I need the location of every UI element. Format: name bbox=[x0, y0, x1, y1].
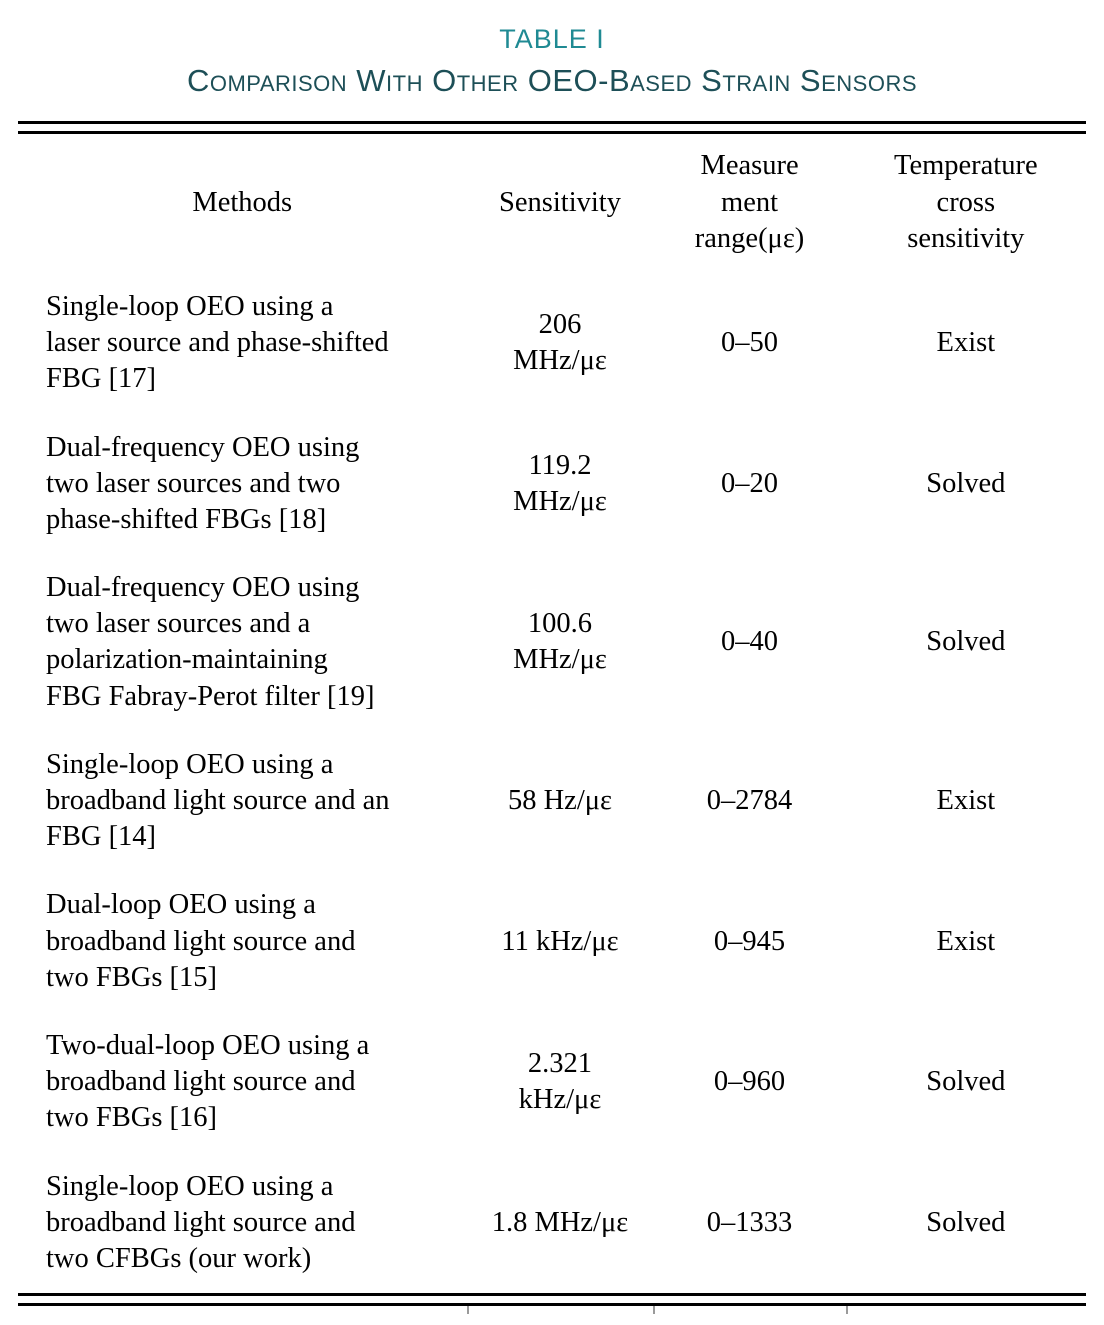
range-cell: 0–1333 bbox=[706, 1206, 793, 1238]
column-header-temperature-cross-sensitivity: Temperature cross sensitivity bbox=[894, 150, 1038, 254]
sensitivity-cell: 119.2 MHz/με bbox=[513, 449, 607, 517]
column-tick bbox=[466, 1306, 469, 1315]
method-cell: Single-loop OEO using a laser source and… bbox=[46, 290, 389, 395]
temperature-cell: Solved bbox=[926, 467, 1006, 499]
sensitivity-cell: 206 MHz/με bbox=[513, 309, 607, 377]
table-row: Single-loop OEO using a laser source and… bbox=[18, 273, 1086, 414]
table-caption: TABLE I Comparison With Other OEO-Based … bbox=[0, 22, 1104, 101]
column-header-measurement-range: Measure ment range(με) bbox=[694, 150, 805, 254]
temperature-cell: Solved bbox=[926, 1066, 1006, 1098]
temperature-cell: Solved bbox=[926, 626, 1006, 658]
table-row: Single-loop OEO using a broadband light … bbox=[18, 1153, 1086, 1294]
table-row: Dual-frequency OEO using two laser sourc… bbox=[18, 554, 1086, 731]
sensitivity-cell: 2.321 kHz/με bbox=[518, 1048, 602, 1116]
sensitivity-cell: 58 Hz/με bbox=[507, 785, 612, 817]
method-cell: Single-loop OEO using a broadband light … bbox=[46, 748, 390, 853]
range-cell: 0–2784 bbox=[706, 785, 793, 817]
table-row: Two-dual-loop OEO using a broadband ligh… bbox=[18, 1012, 1086, 1153]
sensitivity-cell: 100.6 MHz/με bbox=[513, 608, 607, 676]
table-row: Dual-loop OEO using a broadband light so… bbox=[18, 871, 1086, 1012]
table-header: Methods Sensitivity Measure ment range(μ… bbox=[18, 134, 1086, 273]
temperature-cell: Solved bbox=[926, 1206, 1006, 1238]
column-ticks bbox=[18, 1306, 1086, 1316]
method-cell: Two-dual-loop OEO using a broadband ligh… bbox=[46, 1029, 370, 1134]
temperature-cell: Exist bbox=[936, 327, 996, 359]
table-caption-title: Comparison With Other OEO-Based Strain S… bbox=[186, 63, 918, 99]
temperature-cell: Exist bbox=[936, 785, 996, 817]
column-header-methods: Methods bbox=[192, 186, 293, 218]
bottom-rule bbox=[18, 1293, 1086, 1316]
range-cell: 0–945 bbox=[713, 925, 786, 957]
method-cell: Dual-frequency OEO using two laser sourc… bbox=[46, 431, 360, 535]
table-row: Dual-frequency OEO using two laser sourc… bbox=[18, 414, 1086, 555]
comparison-table: Methods Sensitivity Measure ment range(μ… bbox=[18, 134, 1086, 1293]
column-tick bbox=[653, 1306, 656, 1315]
table-row: Single-loop OEO using a broadband light … bbox=[18, 731, 1086, 872]
temperature-cell: Exist bbox=[936, 925, 996, 957]
range-cell: 0–20 bbox=[721, 467, 779, 499]
range-cell: 0–50 bbox=[721, 327, 779, 359]
range-cell: 0–40 bbox=[721, 626, 779, 658]
method-cell: Dual-loop OEO using a broadband light so… bbox=[46, 889, 356, 993]
method-cell: Single-loop OEO using a broadband light … bbox=[46, 1170, 356, 1274]
table-caption-label: TABLE I bbox=[499, 24, 605, 54]
column-header-sensitivity: Sensitivity bbox=[499, 186, 621, 218]
range-cell: 0–960 bbox=[713, 1066, 786, 1098]
sensitivity-cell: 11 kHz/με bbox=[501, 925, 619, 957]
top-rule bbox=[18, 115, 1086, 135]
table-body: Single-loop OEO using a laser source and… bbox=[18, 273, 1086, 1293]
sensitivity-cell: 1.8 MHz/με bbox=[491, 1206, 629, 1238]
column-tick bbox=[845, 1306, 848, 1315]
header-row: Methods Sensitivity Measure ment range(μ… bbox=[18, 134, 1086, 273]
method-cell: Dual-frequency OEO using two laser sourc… bbox=[46, 572, 375, 712]
